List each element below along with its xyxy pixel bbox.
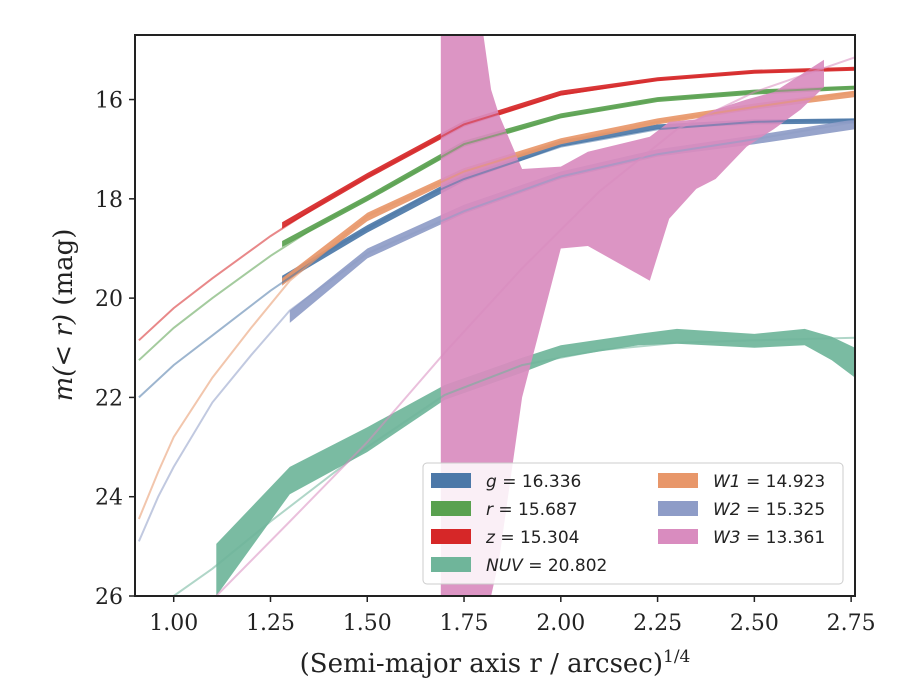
legend-label-g: g = 16.336	[486, 472, 581, 492]
band-nuv	[216, 328, 855, 596]
model-line-g	[138, 118, 855, 399]
legend-swatch-r	[431, 501, 471, 516]
legend-label-r: r = 15.687	[486, 500, 578, 520]
y-tick-label: 24	[95, 486, 123, 511]
legend: g = 16.336 r = 15.687 z = 15.304 NUV = 20.8…	[422, 462, 844, 585]
model-line-w1	[137, 91, 855, 520]
x-tick-label: 1.25	[246, 611, 295, 636]
x-tick-label: 1.00	[149, 611, 198, 636]
legend-label-z: z = 15.304	[485, 528, 579, 548]
y-tick-label: 22	[95, 386, 123, 411]
legend-label-nuv: NUV = 20.802	[486, 556, 607, 576]
legend-swatch-g	[431, 473, 471, 488]
x-axis-label: (Semi-major axis r / arcsec)1/4	[300, 647, 691, 679]
legend-label-w2: W2 = 15.325	[713, 500, 825, 520]
legend-swatch-z	[431, 529, 471, 544]
y-axis-label-unit: (mag)	[49, 229, 79, 314]
x-axis-label-main: (Semi-major axis r / arcsec)	[300, 649, 663, 679]
model-line-w3	[215, 56, 855, 596]
model-line-z	[138, 67, 855, 342]
legend-label-w1: W1 = 14.923	[713, 472, 825, 492]
legend-swatch-w3	[658, 529, 698, 544]
x-tick-label: 1.75	[440, 611, 489, 636]
legend-label-w3: W3 = 13.361	[713, 528, 825, 548]
x-tick-label: 2.00	[536, 611, 585, 636]
y-tick-label: 18	[95, 188, 123, 213]
y-axis-label-symbol: m(< r)	[49, 314, 79, 401]
legend-swatch-nuv	[431, 557, 471, 572]
legend-swatch-w2	[658, 501, 698, 516]
x-axis-label-exponent: 1/4	[663, 647, 690, 667]
x-tick-label: 2.50	[730, 611, 779, 636]
plot-frame	[134, 34, 856, 597]
y-axis-ticks: 16 18 20 22 24 26	[95, 89, 135, 610]
x-tick-label: 1.50	[343, 611, 392, 636]
legend-swatch-w1	[658, 473, 698, 488]
x-axis-ticks: 1.00 1.25 1.50 1.75 2.00 2.25 2.50 2.75	[149, 596, 876, 636]
y-axis-label: m(< r) (mag)	[49, 229, 79, 402]
model-line-r	[138, 86, 855, 361]
y-tick-label: 26	[95, 585, 123, 610]
series-bands	[216, 35, 855, 596]
y-tick-label: 16	[95, 89, 123, 114]
legend-frame	[422, 462, 844, 585]
y-tick-label: 20	[95, 287, 123, 312]
x-tick-label: 2.75	[827, 611, 876, 636]
model-line-w2	[137, 120, 855, 542]
series-model-lines	[137, 56, 855, 596]
band-w3	[440, 35, 824, 596]
model-line-nuv	[173, 336, 855, 596]
x-tick-label: 2.25	[633, 611, 682, 636]
